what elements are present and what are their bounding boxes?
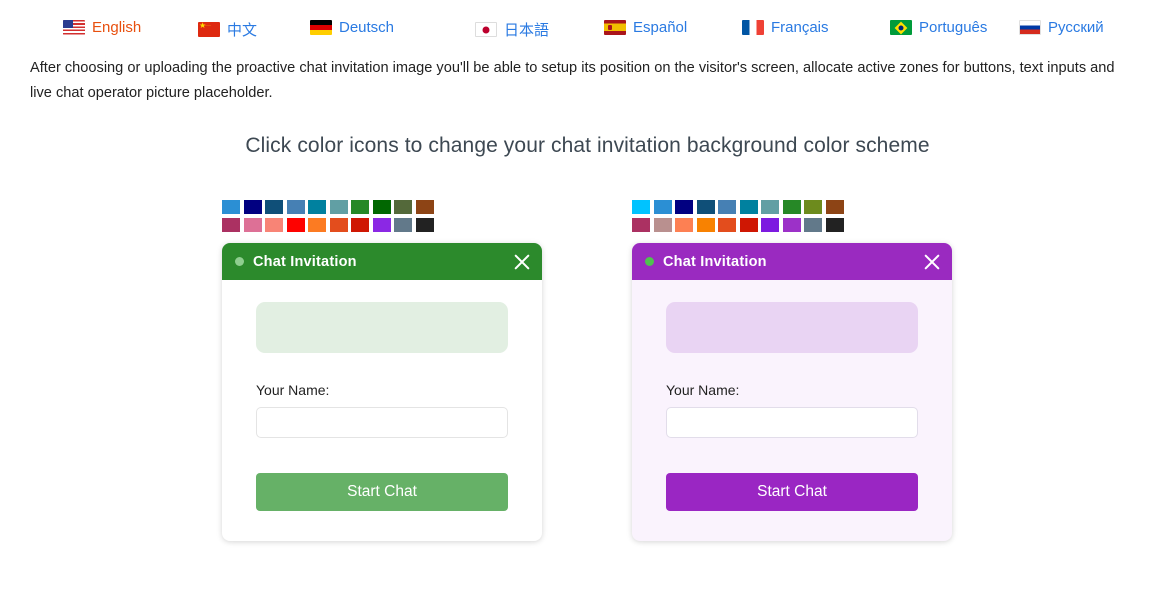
- flag-germany-icon: [310, 20, 332, 35]
- close-icon[interactable]: [923, 253, 941, 271]
- color-swatch-1-3[interactable]: [696, 218, 715, 232]
- color-swatch-1-7[interactable]: [372, 218, 391, 232]
- color-swatch-1-3[interactable]: [286, 218, 305, 232]
- flag-russia-icon: [1019, 20, 1041, 35]
- language-link-1[interactable]: 中文: [198, 19, 257, 40]
- color-swatch-0-8[interactable]: [394, 200, 412, 214]
- language-label: English: [92, 19, 142, 36]
- flag-japan-icon: [475, 22, 497, 37]
- start-chat-button[interactable]: Start Chat: [256, 473, 508, 511]
- color-swatch-1-2[interactable]: [675, 218, 693, 232]
- color-swatch-1-4[interactable]: [718, 218, 736, 232]
- color-swatch-1-4[interactable]: [308, 218, 326, 232]
- color-swatch-1-5[interactable]: [739, 218, 758, 232]
- color-swatch-0-8[interactable]: [804, 200, 822, 214]
- color-swatch-0-3[interactable]: [696, 200, 715, 214]
- color-swatch-0-6[interactable]: [761, 200, 779, 214]
- color-swatch-1-8[interactable]: [804, 218, 822, 232]
- language-link-7[interactable]: Русский: [1019, 19, 1104, 36]
- chat-widget-title: Chat Invitation: [663, 253, 767, 270]
- chat-widgets-row: Chat Invitation Your Name: Start Chat Chat …: [0, 200, 1175, 541]
- color-swatch-1-9[interactable]: [415, 218, 434, 232]
- color-swatch-1-1[interactable]: [653, 218, 672, 232]
- color-swatch-0-7[interactable]: [372, 200, 391, 214]
- color-swatch-1-5[interactable]: [329, 218, 348, 232]
- color-swatch-1-6[interactable]: [351, 218, 369, 232]
- language-link-2[interactable]: Deutsch: [310, 19, 394, 36]
- language-label: 日本語: [504, 22, 550, 39]
- language-link-0[interactable]: English: [63, 19, 141, 36]
- status-dot-icon: [645, 257, 654, 266]
- palette-row: [222, 218, 542, 232]
- color-swatch-0-2[interactable]: [265, 200, 283, 214]
- language-link-3[interactable]: 日本語: [475, 19, 549, 40]
- color-swatch-0-9[interactable]: [825, 200, 844, 214]
- color-swatch-1-7[interactable]: [782, 218, 801, 232]
- flag-usa-icon: [63, 20, 85, 35]
- chat-widget-title: Chat Invitation: [253, 253, 357, 270]
- name-field-label: Your Name:: [666, 382, 740, 398]
- palette-row: [222, 200, 542, 214]
- color-swatch-1-9[interactable]: [825, 218, 844, 232]
- color-swatch-1-2[interactable]: [265, 218, 283, 232]
- palette-row: [632, 218, 952, 232]
- color-swatch-1-1[interactable]: [243, 218, 262, 232]
- name-field-label: Your Name:: [256, 382, 330, 398]
- flag-france-icon: [742, 20, 764, 35]
- palette-row: [632, 200, 952, 214]
- name-input[interactable]: [256, 407, 508, 438]
- color-swatch-0-4[interactable]: [308, 200, 326, 214]
- color-swatch-1-8[interactable]: [394, 218, 412, 232]
- chat-invitation-widget-green: Chat Invitation Your Name: Start Chat: [222, 243, 542, 541]
- color-swatch-0-5[interactable]: [739, 200, 758, 214]
- color-swatch-0-1[interactable]: [243, 200, 262, 214]
- language-bar: English 中文 Deutsch 日本語 Español Français Portug…: [0, 0, 1175, 48]
- language-link-6[interactable]: Português: [890, 19, 987, 36]
- flag-china-icon: [198, 22, 220, 37]
- color-swatch-0-0[interactable]: [632, 200, 650, 214]
- color-swatch-0-5[interactable]: [329, 200, 348, 214]
- operator-picture-placeholder: [666, 302, 918, 353]
- chat-widget-body: Your Name: Start Chat: [632, 280, 952, 541]
- language-label: 中文: [227, 22, 258, 39]
- flag-brazil-icon: [890, 20, 912, 35]
- operator-picture-placeholder: [256, 302, 508, 353]
- color-swatch-0-9[interactable]: [415, 200, 434, 214]
- color-swatch-0-0[interactable]: [222, 200, 240, 214]
- chat-widget-body: Your Name: Start Chat: [222, 280, 542, 541]
- language-link-5[interactable]: Français: [742, 19, 829, 36]
- intro-paragraph: After choosing or uploading the proactiv…: [30, 60, 1115, 101]
- color-swatch-1-0[interactable]: [222, 218, 240, 232]
- color-swatch-0-1[interactable]: [653, 200, 672, 214]
- start-chat-button[interactable]: Start Chat: [666, 473, 918, 511]
- color-swatch-0-3[interactable]: [286, 200, 305, 214]
- chat-widget-column-green: Chat Invitation Your Name: Start Chat: [222, 200, 542, 541]
- color-swatch-0-4[interactable]: [718, 200, 736, 214]
- page-title: Click color icons to change your chat in…: [245, 134, 930, 157]
- name-input[interactable]: [666, 407, 918, 438]
- status-dot-icon: [235, 257, 244, 266]
- language-label: Русский: [1048, 19, 1104, 36]
- flag-spain-icon: [604, 20, 626, 35]
- chat-invitation-widget-purple: Chat Invitation Your Name: Start Chat: [632, 243, 952, 541]
- color-swatch-0-7[interactable]: [782, 200, 801, 214]
- language-label: Español: [633, 19, 688, 36]
- color-palette-green: [222, 200, 542, 232]
- chat-widget-column-purple: Chat Invitation Your Name: Start Chat: [632, 200, 952, 541]
- language-label: Português: [919, 19, 988, 36]
- language-label: Français: [771, 19, 829, 36]
- color-swatch-0-2[interactable]: [675, 200, 693, 214]
- color-palette-purple: [632, 200, 952, 232]
- color-swatch-0-6[interactable]: [351, 200, 369, 214]
- close-icon[interactable]: [513, 253, 531, 271]
- color-swatch-1-6[interactable]: [761, 218, 779, 232]
- language-label: Deutsch: [339, 19, 395, 36]
- chat-widget-header: Chat Invitation: [222, 243, 542, 280]
- color-swatch-1-0[interactable]: [632, 218, 650, 232]
- chat-widget-header: Chat Invitation: [632, 243, 952, 280]
- language-link-4[interactable]: Español: [604, 19, 687, 36]
